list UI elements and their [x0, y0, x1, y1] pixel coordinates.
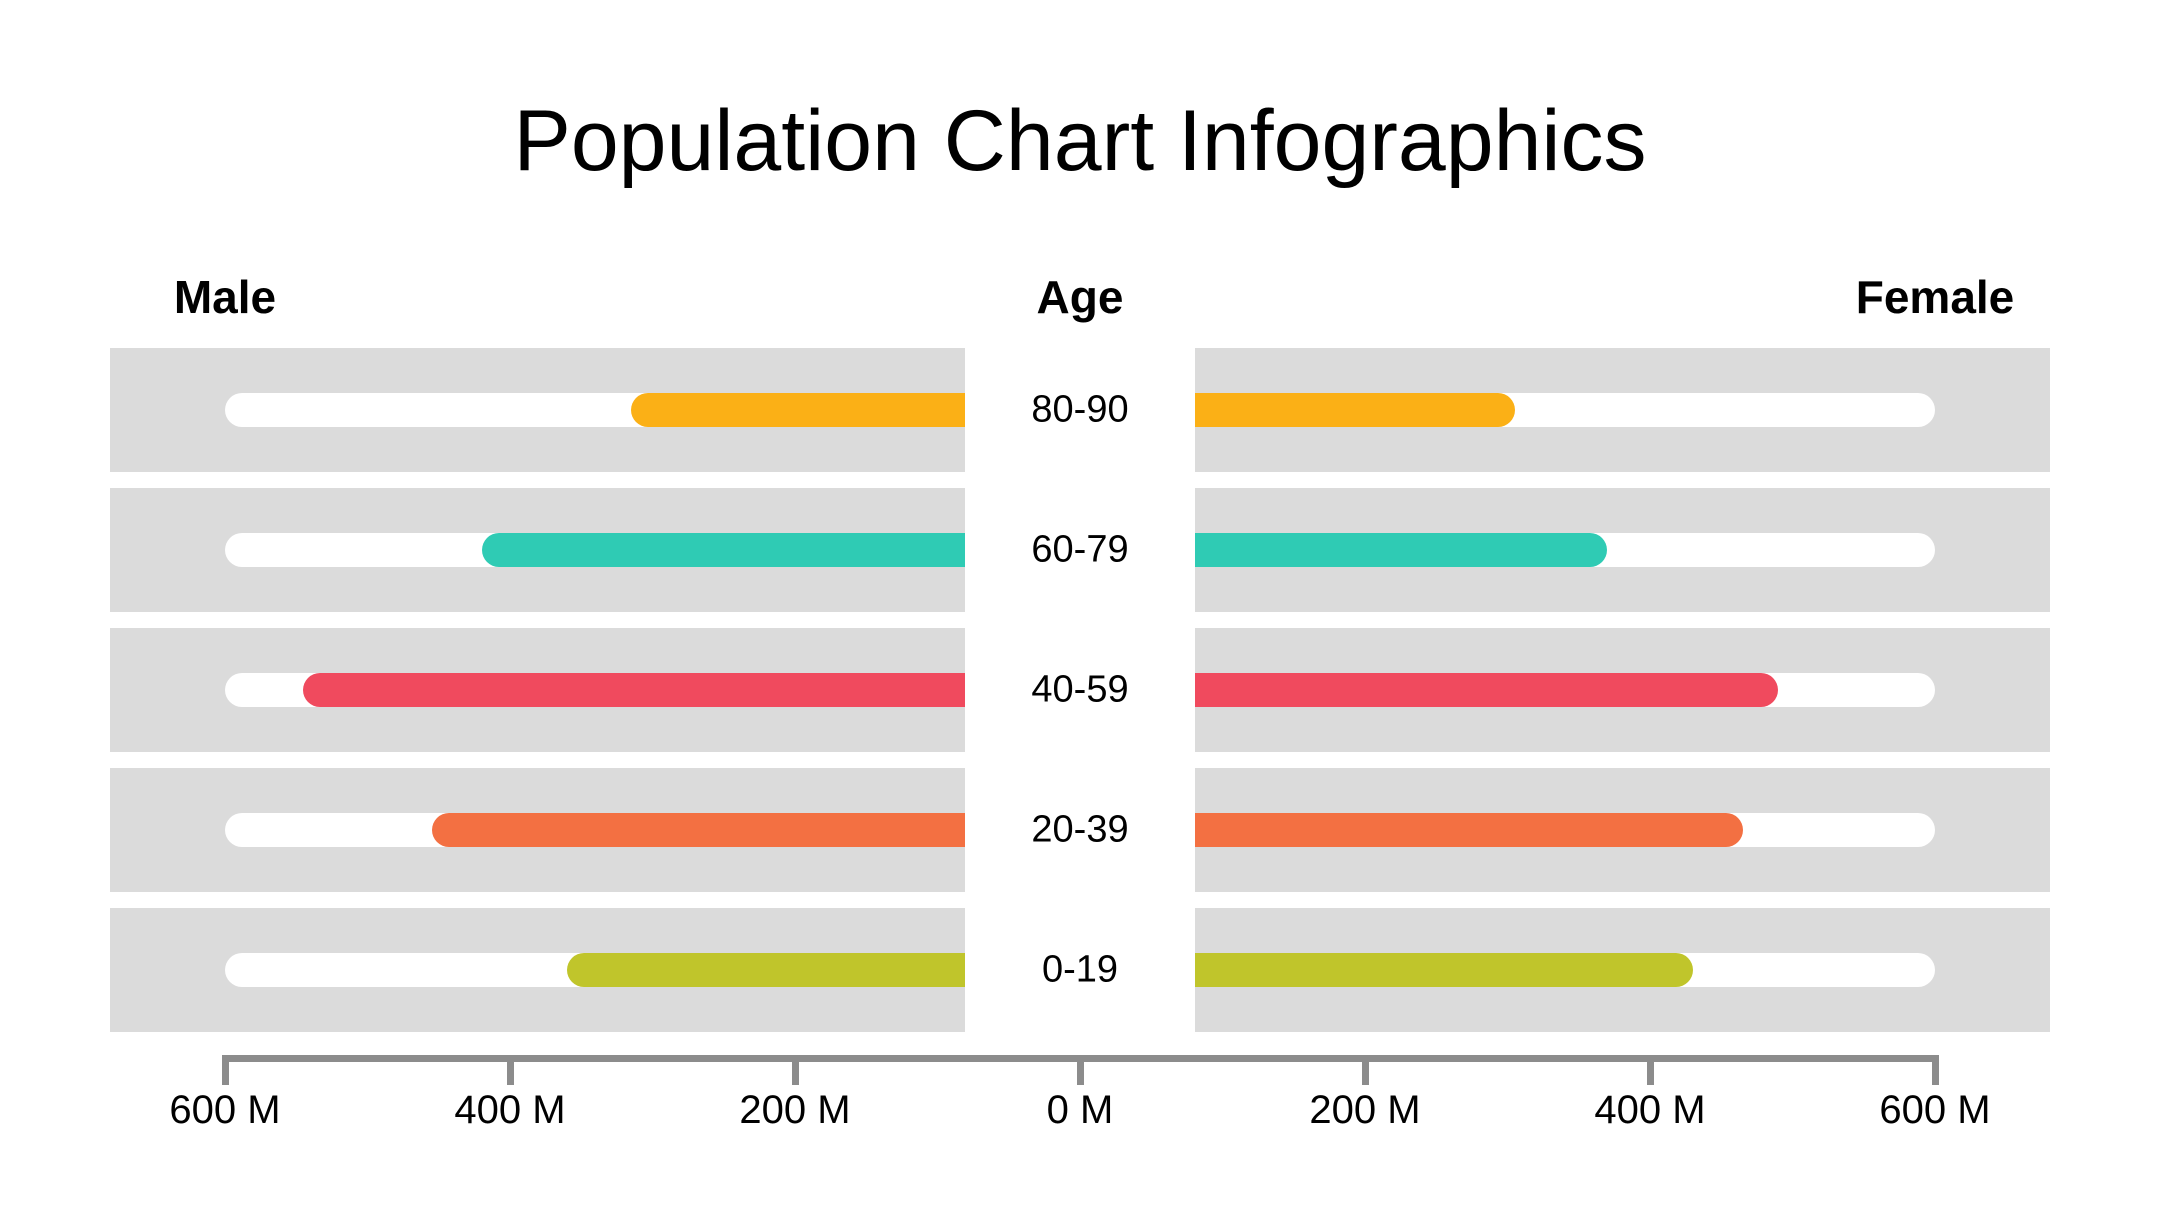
female-bar — [1195, 533, 1608, 567]
female-bar — [1195, 813, 1743, 847]
axis-tick-label: 600 M — [169, 1088, 281, 1132]
age-group-label: 40-59 — [1031, 668, 1129, 711]
age-group-label: 80-90 — [1031, 388, 1129, 431]
axis-tick — [1646, 1055, 1654, 1085]
male-bar — [631, 393, 965, 427]
male-column-label: Male — [173, 271, 277, 323]
male-bar — [481, 533, 965, 567]
female-bar — [1195, 953, 1693, 987]
female-column-label: Female — [1855, 271, 2015, 323]
axis-tick-label: 200 M — [739, 1088, 851, 1132]
age-column-label: Age — [1036, 271, 1124, 323]
male-bar — [567, 953, 965, 987]
age-group-label: 20-39 — [1031, 808, 1129, 851]
male-bar — [431, 813, 965, 847]
axis-tick — [791, 1055, 799, 1085]
age-group-label: 0-19 — [1041, 948, 1119, 991]
axis-tick — [1076, 1055, 1084, 1085]
chart-title: Population Chart Infographics — [513, 93, 1647, 189]
axis-tick-label: 200 M — [1309, 1088, 1421, 1132]
axis-tick — [1931, 1055, 1939, 1085]
male-bar — [303, 673, 965, 707]
axis-tick — [506, 1055, 514, 1085]
female-bar — [1195, 393, 1515, 427]
axis-tick-label: 400 M — [454, 1088, 566, 1132]
axis-tick — [1361, 1055, 1369, 1085]
axis-tick-label: 0 M — [1046, 1088, 1114, 1132]
axis-tick-label: 600 M — [1879, 1088, 1991, 1132]
female-bar — [1195, 673, 1779, 707]
axis-tick-label: 400 M — [1594, 1088, 1706, 1132]
axis-tick — [221, 1055, 229, 1085]
age-group-label: 60-79 — [1031, 528, 1129, 571]
